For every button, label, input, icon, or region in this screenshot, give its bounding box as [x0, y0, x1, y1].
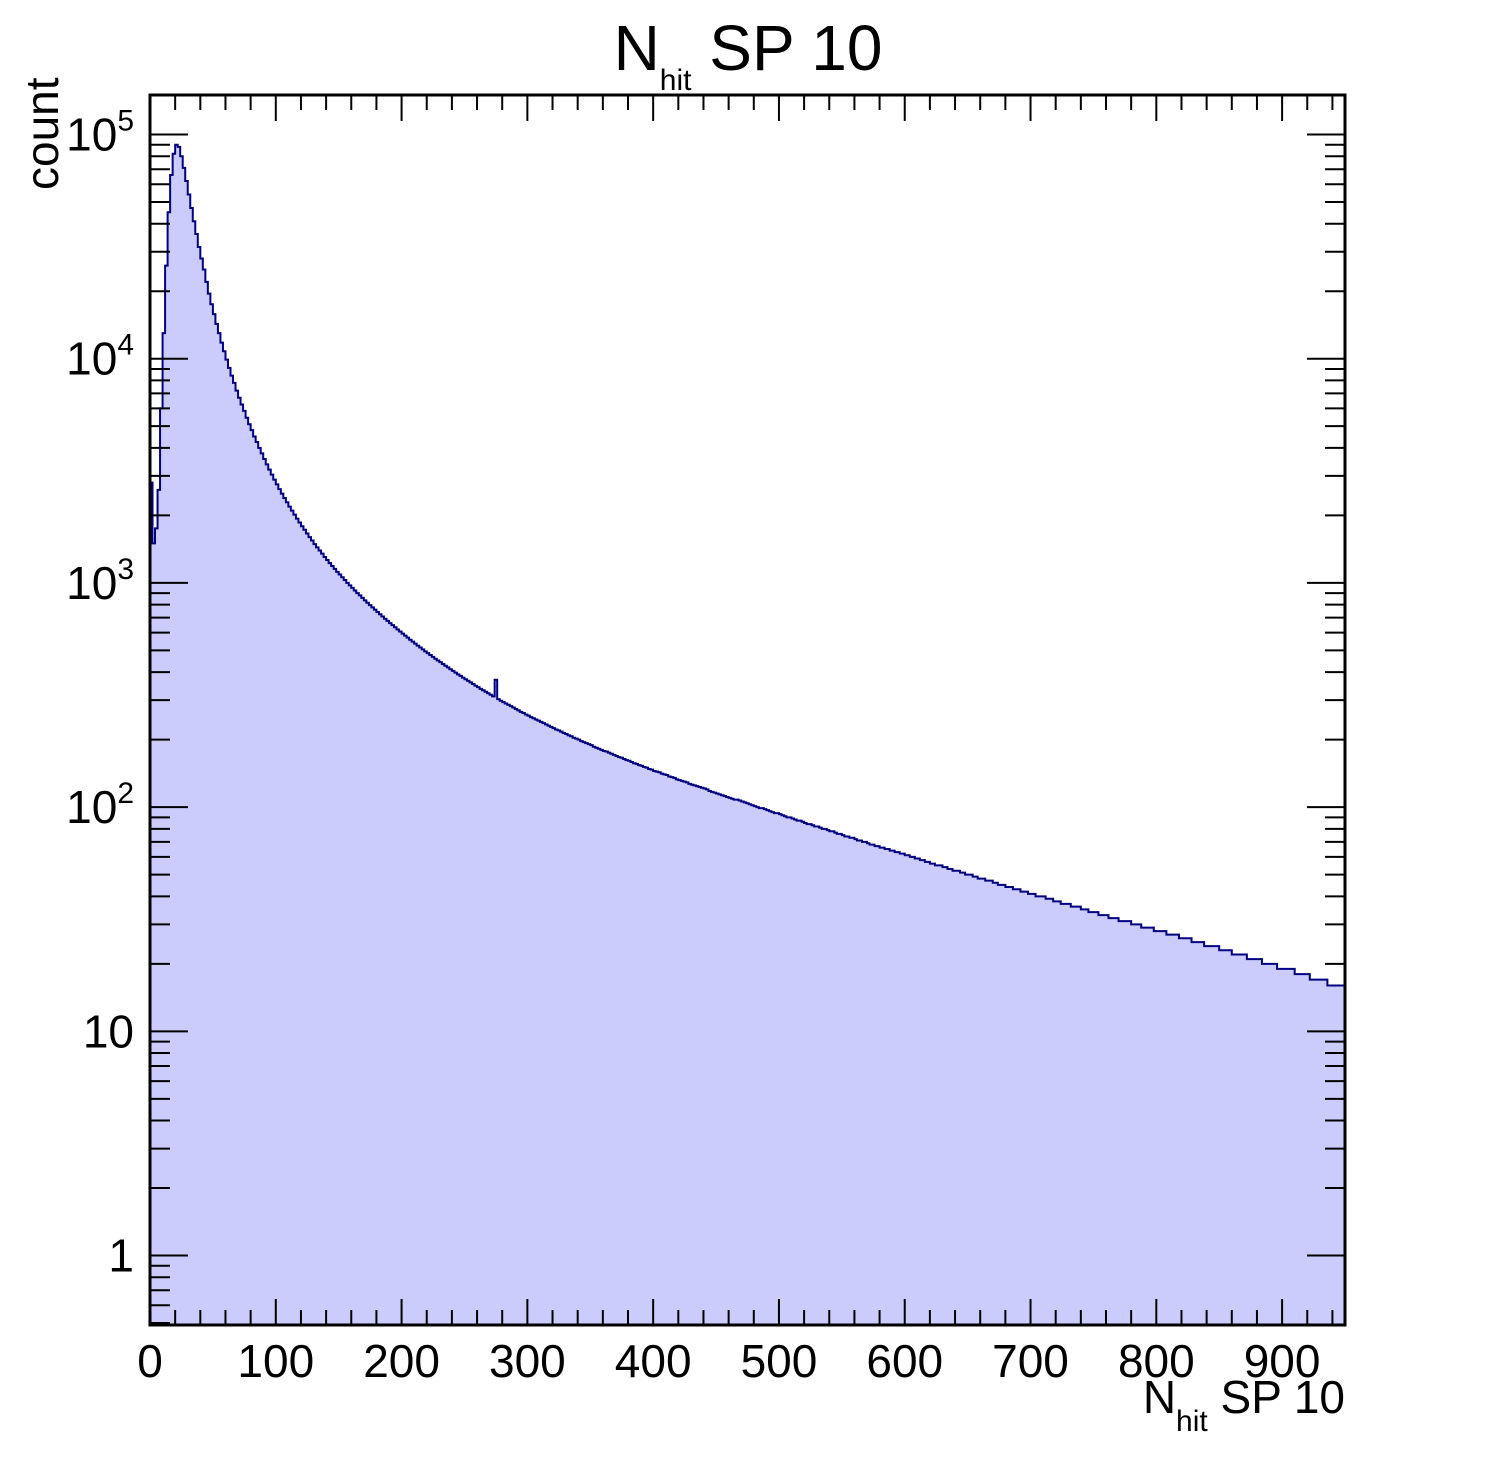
x-tick-label: 100 [237, 1335, 314, 1387]
x-axis-title-subscript: hit [1176, 1405, 1208, 1438]
y-axis-ticks [150, 133, 1345, 1325]
y-tick-label-base: 1 [108, 1230, 134, 1282]
y-tick-label-base: 10 [66, 781, 117, 833]
x-axis-title: Nhit SP 10 [1143, 1371, 1345, 1438]
chart-title-subscript: hit [660, 64, 692, 97]
y-tick-label: 1 [108, 1230, 134, 1282]
x-tick-label: 700 [992, 1335, 1069, 1387]
x-tick-label: 600 [866, 1335, 943, 1387]
x-tick-label: 900 [1244, 1335, 1321, 1387]
x-axis-ticks [149, 95, 1334, 1325]
histogram-outline [150, 143, 1345, 987]
plot-frame [148, 93, 1347, 1327]
x-tick-label: 200 [363, 1335, 440, 1387]
y-tick-label: 103 [66, 553, 134, 609]
y-tick-label-base: 10 [66, 333, 117, 385]
y-tick-label: 104 [66, 329, 134, 385]
x-tick-label: 400 [615, 1335, 692, 1387]
y-tick-label-exponent: 3 [117, 553, 134, 586]
x-tick-label: 500 [741, 1335, 818, 1387]
x-axis-tick-labels: 0 100 200 300 400 500 600 700 800 900 [137, 1335, 1320, 1387]
chart-title-rest: SP 10 [691, 12, 882, 84]
x-axis-title-main: N [1143, 1371, 1176, 1423]
y-tick-label-exponent: 2 [117, 777, 134, 810]
y-tick-label: 105 [66, 104, 134, 160]
y-tick-label-base: 10 [83, 1005, 134, 1057]
x-tick-label: 0 [137, 1335, 163, 1387]
y-tick-label: 102 [66, 777, 134, 833]
y-tick-label-exponent: 4 [117, 329, 134, 362]
chart-title-main: N [614, 12, 660, 84]
y-tick-label: 10 [83, 1005, 134, 1057]
histogram-fill-area [150, 144, 1345, 1326]
y-tick-label-exponent: 5 [117, 104, 134, 137]
x-axis-title-rest: SP 10 [1208, 1371, 1345, 1423]
chart-title: Nhit SP 10 [614, 12, 883, 97]
y-axis-title: count [16, 77, 68, 190]
y-tick-label-base: 10 [66, 557, 117, 609]
x-tick-label: 300 [489, 1335, 566, 1387]
y-tick-label-base: 10 [66, 108, 117, 160]
x-tick-label: 800 [1118, 1335, 1195, 1387]
